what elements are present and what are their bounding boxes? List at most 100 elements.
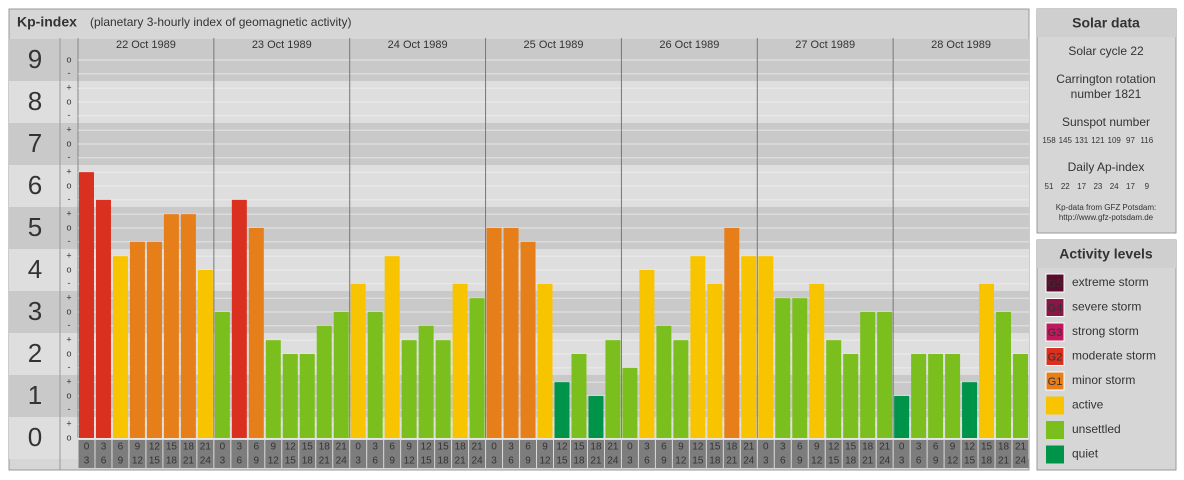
x-tick-label: 15	[149, 456, 161, 467]
solar-header	[1037, 9, 1176, 37]
bar	[469, 298, 485, 438]
x-tick-label: 9	[135, 442, 141, 453]
slot-box	[723, 440, 740, 468]
x-tick-label: 9	[271, 442, 277, 453]
bar	[656, 325, 672, 438]
chart-title: Kp-index	[17, 14, 77, 30]
source: Kp-data from GFZ Potsdam:	[1056, 203, 1156, 212]
x-tick-label: 3	[644, 442, 650, 453]
solar-cycle: Solar cycle 22	[1068, 44, 1144, 58]
x-tick-label: 6	[644, 456, 650, 467]
legend-label: extreme storm	[1072, 275, 1149, 289]
x-tick-label: 18	[438, 456, 450, 467]
y-minor-label: o	[66, 54, 71, 64]
slot-box	[604, 440, 621, 468]
x-tick-label: 9	[661, 456, 667, 467]
x-tick-label: 18	[183, 442, 195, 453]
x-tick-label: 15	[556, 456, 568, 467]
x-tick-label: 0	[220, 442, 226, 453]
x-tick-label: 21	[455, 456, 467, 467]
slot-box	[927, 440, 944, 468]
bar	[180, 214, 196, 438]
legend-swatch	[1046, 396, 1064, 415]
bar	[248, 228, 264, 438]
legend-label: strong storm	[1072, 324, 1139, 338]
slot-box	[740, 440, 757, 468]
sunspot-value: 158	[1042, 136, 1056, 145]
bar	[299, 354, 315, 438]
bar	[860, 312, 876, 438]
source: http://www.gfz-potsdam.de	[1059, 213, 1154, 222]
ap-value: 23	[1093, 182, 1102, 191]
slot-box	[180, 440, 197, 468]
slot-box	[418, 440, 435, 468]
slot-box	[621, 440, 638, 468]
x-tick-label: 18	[319, 442, 331, 453]
x-tick-label: 15	[828, 456, 840, 467]
slot-box	[1012, 440, 1029, 468]
bar	[707, 283, 723, 438]
y-minor-label: o	[66, 264, 71, 274]
y-tick-label: 8	[28, 86, 42, 116]
x-tick-label: 9	[118, 456, 124, 467]
slot-box	[859, 440, 876, 468]
bar	[520, 241, 536, 438]
y-tick-label: 1	[28, 380, 42, 410]
x-tick-label: 21	[726, 456, 738, 467]
y-tick-label: 3	[28, 296, 42, 326]
bar	[741, 256, 757, 438]
bar	[911, 354, 927, 438]
bar	[962, 382, 978, 438]
y-minor-label: -	[68, 404, 71, 414]
date-label: 22 Oct 1989	[116, 39, 176, 51]
bar	[792, 298, 808, 438]
x-tick-label: 6	[525, 442, 531, 453]
slot-box	[570, 440, 587, 468]
x-tick-label: 12	[828, 442, 840, 453]
date-label: 25 Oct 1989	[524, 39, 584, 51]
bar	[129, 241, 145, 438]
legend-swatch	[1045, 347, 1065, 366]
slot-box	[78, 440, 95, 468]
slot-box	[316, 440, 333, 468]
legend-badge: G4	[1048, 302, 1063, 314]
y-minor-label: +	[66, 293, 71, 303]
x-tick-label: 15	[964, 456, 976, 467]
x-tick-label: 21	[472, 442, 484, 453]
slot-box	[706, 440, 723, 468]
slot-box	[910, 440, 927, 468]
bar	[503, 228, 519, 438]
bar	[231, 199, 247, 438]
x-tick-label: 21	[998, 456, 1010, 467]
x-tick-label: 21	[607, 442, 619, 453]
x-tick-label: 6	[237, 456, 243, 467]
bar	[367, 312, 383, 438]
ap-value: 17	[1077, 182, 1086, 191]
y-minor-label: +	[66, 335, 71, 345]
bar	[673, 340, 689, 438]
bar	[758, 256, 774, 438]
y-minor-label: -	[68, 110, 71, 120]
x-tick-label: 6	[254, 442, 260, 453]
slot-box	[791, 440, 808, 468]
y-tick-label: 5	[28, 212, 42, 242]
slot-box	[282, 440, 299, 468]
x-tick-label: 18	[998, 442, 1010, 453]
bar	[639, 270, 655, 438]
y-minor-label: o	[66, 180, 71, 190]
legend-badge: G5	[1048, 278, 1063, 290]
chart-subtitle: (planetary 3-hourly index of geomagnetic…	[90, 15, 351, 29]
bar	[384, 256, 400, 438]
bar	[571, 354, 587, 438]
slot-box	[265, 440, 282, 468]
x-tick-label: 24	[200, 456, 212, 467]
carrington: Carrington rotation	[1056, 72, 1155, 86]
slot-box	[503, 440, 520, 468]
x-tick-label: 18	[590, 442, 602, 453]
bar	[877, 312, 893, 438]
x-tick-label: 21	[200, 442, 212, 453]
legend-title: Activity levels	[1059, 246, 1153, 262]
ap-value: 51	[1045, 182, 1054, 191]
slot-box	[825, 440, 842, 468]
bar	[146, 241, 162, 438]
